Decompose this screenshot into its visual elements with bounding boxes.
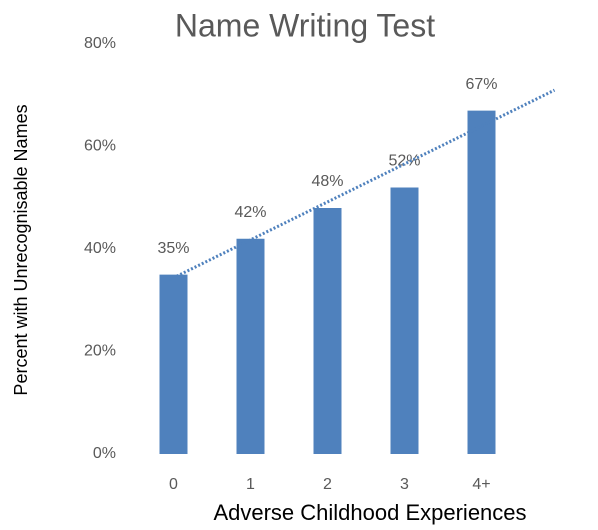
x-tick-label: 0 bbox=[169, 476, 178, 493]
bar bbox=[159, 274, 188, 454]
y-tick-label: 40% bbox=[84, 240, 116, 257]
data-label: 35% bbox=[157, 240, 189, 257]
bar bbox=[390, 187, 419, 454]
y-axis-title: Percent with Unrecognisable Names bbox=[11, 104, 31, 395]
data-label: 67% bbox=[465, 76, 497, 93]
x-axis-title: Adverse Childhood Experiences bbox=[213, 500, 526, 525]
data-label: 42% bbox=[234, 204, 266, 221]
data-label: 48% bbox=[311, 173, 343, 190]
y-tick-label: 0% bbox=[93, 445, 116, 462]
bar bbox=[313, 208, 342, 454]
y-tick-label: 80% bbox=[84, 35, 116, 52]
x-tick-label: 4+ bbox=[472, 476, 490, 493]
x-tick-label: 1 bbox=[246, 476, 255, 493]
bar bbox=[467, 110, 496, 454]
x-tick-label: 3 bbox=[400, 476, 409, 493]
x-tick-label: 2 bbox=[323, 476, 332, 493]
data-label: 52% bbox=[388, 153, 420, 170]
trendline bbox=[168, 88, 556, 282]
chart-title: Name Writing Test bbox=[175, 7, 435, 43]
y-tick-label: 60% bbox=[84, 138, 116, 155]
bar bbox=[236, 238, 265, 454]
y-tick-label: 20% bbox=[84, 343, 116, 360]
